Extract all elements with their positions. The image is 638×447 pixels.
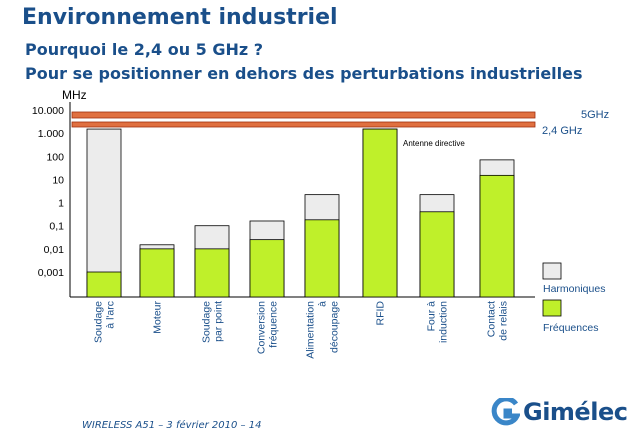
x-tick-label: Soudagepar point [201, 301, 225, 343]
y-tick-label: 100 [46, 151, 64, 163]
y-tick-label: 0,01 [44, 244, 65, 256]
x-tick-label-line: à l'arc [105, 301, 117, 329]
x-tick-label-line: à [317, 301, 329, 307]
subtitle-question: Pourquoi le 2,4 ou 5 GHz ? [25, 40, 264, 59]
logo-text: Gimélec [523, 398, 628, 426]
legend-swatch-frequencies [542, 299, 562, 317]
x-tick-label: RFID [375, 301, 387, 326]
footer-text: WIRELESS A51 – 3 février 2010 – 14 [82, 420, 262, 431]
x-tick-label: Four àinduction [426, 301, 450, 343]
bar-frequencies [194, 248, 230, 298]
x-tick-label: Alimentationàdécoupage [305, 301, 341, 359]
x-tick-label: Conversionfréquence [256, 301, 280, 354]
annotation-antenne-directive: Antenne directive [403, 139, 465, 148]
legend-swatch-harmonics [542, 262, 562, 280]
bar-frequencies [249, 239, 285, 298]
x-tick-label: Moteur [152, 301, 164, 334]
x-tick-label-line: Alimentation [305, 301, 317, 359]
bar-frequencies [479, 174, 515, 298]
y-tick-label: 1.000 [38, 128, 64, 140]
bar-frequencies [362, 128, 398, 298]
band-label-5ghz: 5GHz [581, 109, 609, 121]
x-tick-label-line: Conversion [256, 301, 268, 354]
y-axis-label: MHz [62, 88, 87, 102]
company-logo: Gimélec [490, 398, 628, 426]
legend-label-harmonics: Harmoniques [543, 283, 605, 295]
x-tick-label: Soudageà l'arc [93, 301, 117, 343]
x-tick-label-line: RFID [375, 301, 387, 326]
bar-frequencies [304, 219, 340, 298]
bar-frequencies [86, 271, 122, 298]
y-tick-label: 0,001 [38, 267, 64, 279]
band-5ghz [71, 111, 536, 119]
subtitle-statement: Pour se positionner en dehors des pertur… [25, 64, 583, 83]
y-tick-label: 10 [52, 174, 64, 186]
y-tick-label: 0,1 [49, 221, 64, 233]
x-tick-label-line: Contact [486, 301, 498, 337]
x-tick-label-line: Soudage [201, 301, 213, 343]
x-tick-label-line: par point [213, 301, 225, 342]
x-tick-label-line: fréquence [268, 301, 280, 348]
x-tick-label-line: induction [438, 301, 450, 343]
legend-label-frequencies: Fréquences [543, 322, 598, 334]
bar-frequencies [139, 248, 175, 298]
x-tick-label-line: Moteur [152, 301, 164, 334]
page-title: Environnement industriel [22, 5, 338, 30]
bar-frequencies [419, 211, 455, 298]
x-tick-label-line: Four à [426, 301, 438, 332]
y-tick-label: 10.000 [32, 105, 64, 117]
band-label-2-4ghz: 2,4 GHz [542, 125, 582, 137]
band-2-4ghz [71, 121, 536, 128]
x-tick-label-line: de relais [498, 301, 510, 341]
y-tick-label: 1 [58, 198, 64, 210]
x-tick-label-line: Soudage [93, 301, 105, 343]
logo-icon [491, 398, 520, 426]
x-tick-label-line: découpage [329, 301, 341, 353]
x-tick-label: Contactde relais [486, 301, 510, 341]
